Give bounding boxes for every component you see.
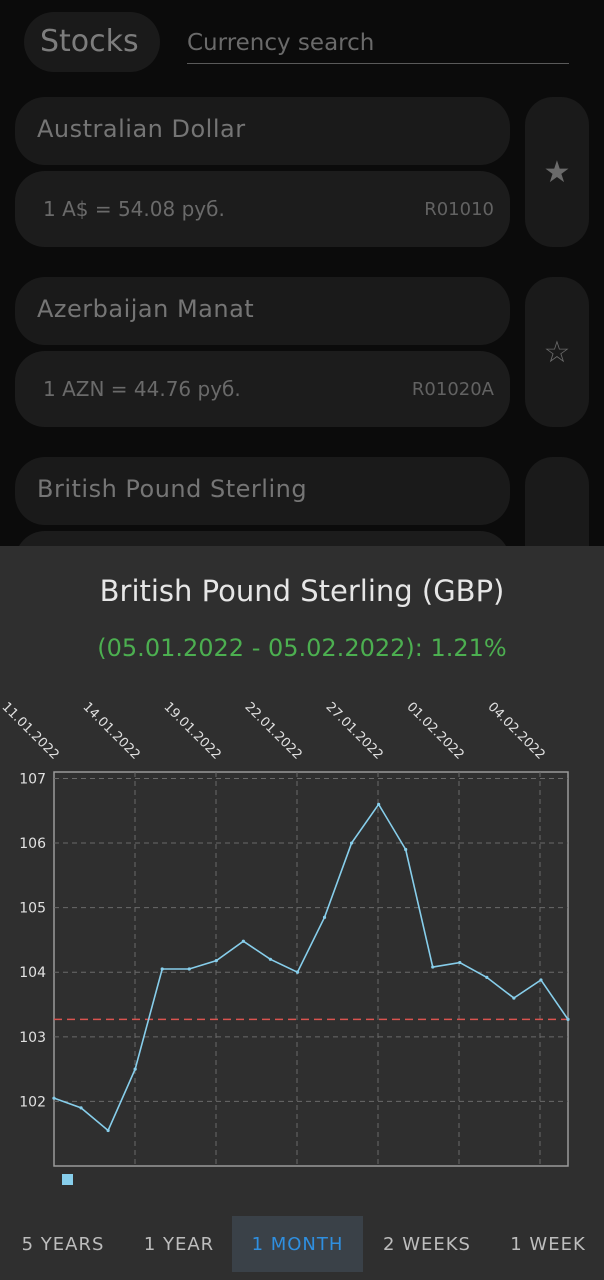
currency-detail-sheet: British Pound Sterling (GBP) (05.01.2022… [0, 546, 604, 1280]
x-tick-label: 04.02.2022 [485, 700, 548, 763]
currency-code: R01010 [424, 199, 494, 220]
period-tab-1-week[interactable]: 1 WEEK [510, 1233, 586, 1255]
data-point [566, 1017, 570, 1021]
data-point [133, 1067, 137, 1071]
period-tab-1-year[interactable]: 1 YEAR [143, 1233, 215, 1255]
x-tick-label: 19.01.2022 [161, 700, 224, 763]
currency-rate: 1 A$ = 54.08 руб. [43, 197, 225, 221]
x-tick-label: 27.01.2022 [323, 700, 386, 763]
stocks-title-pill[interactable]: Stocks [24, 12, 160, 72]
data-point [431, 965, 435, 969]
data-point [485, 975, 489, 979]
period-tab-1-month[interactable]: 1 MONTH [232, 1216, 363, 1272]
data-point [79, 1106, 83, 1110]
currency-name-card[interactable]: British Pound Sterling [15, 457, 510, 525]
data-point [160, 967, 164, 971]
favorite-button[interactable]: ☆ [525, 277, 589, 427]
y-tick-label: 106 [19, 836, 46, 852]
data-point [458, 960, 462, 965]
x-tick-label: 14.01.2022 [80, 700, 143, 763]
y-tick-label: 107 [19, 771, 46, 787]
data-point [377, 802, 381, 806]
x-tick-label: 11.01.2022 [0, 700, 62, 763]
currency-search-input[interactable] [187, 26, 569, 60]
data-point [187, 967, 191, 971]
detail-title: British Pound Sterling (GBP) [99, 574, 505, 608]
currency-name-card[interactable]: Azerbaijan Manat [15, 277, 510, 345]
y-tick-label: 103 [19, 1030, 46, 1046]
data-point [214, 959, 218, 963]
star-outline-icon: ☆ [543, 334, 571, 370]
y-tick-label: 102 [19, 1094, 46, 1110]
y-tick-label: 105 [19, 901, 46, 917]
data-point [268, 957, 273, 961]
currency-name: British Pound Sterling [37, 475, 308, 503]
currency-name: Azerbaijan Manat [37, 295, 255, 323]
rate-chart[interactable]: 107 106 105 104 103 102 11.01.2022 14.01.2022 19… [0, 696, 604, 1196]
period-tab-2-weeks[interactable]: 2 WEEKS [383, 1233, 471, 1255]
data-point [241, 939, 245, 943]
currency-rate-card[interactable]: 1 AZN = 44.76 руб. R01020A [15, 351, 510, 427]
currency-rate-card[interactable]: 1 A$ = 54.08 руб. R01010 [15, 171, 510, 247]
plot-area [53, 771, 569, 1167]
currency-name: Australian Dollar [37, 115, 246, 143]
x-tick-label: 22.01.2022 [242, 700, 305, 763]
data-point [322, 915, 327, 919]
y-tick-label: 104 [19, 965, 46, 981]
detail-change: (05.01.2022 - 05.02.2022): 1.21% [97, 634, 507, 662]
currency-code: R01020A [411, 379, 494, 400]
legend-swatch [62, 1174, 73, 1185]
currency-rate: 1 AZN = 44.76 руб. [43, 377, 241, 401]
data-point [349, 841, 354, 845]
currency-name-card[interactable]: Australian Dollar [15, 97, 510, 165]
data-point [539, 978, 543, 982]
data-point [512, 996, 516, 1000]
period-tab-5-years[interactable]: 5 YEARS [21, 1233, 105, 1255]
series-line [53, 802, 569, 1132]
data-point [404, 847, 408, 852]
x-tick-label: 01.02.2022 [404, 700, 467, 763]
data-point [295, 970, 300, 974]
data-point [52, 1096, 56, 1100]
search-field[interactable] [187, 26, 569, 64]
favorite-button[interactable]: ★ [525, 97, 589, 247]
data-point [106, 1128, 110, 1133]
page-title: Stocks [40, 24, 139, 59]
period-tabs: 5 YEARS 1 YEAR 1 MONTH 2 WEEKS 1 WEEK [0, 1216, 604, 1272]
star-filled-icon: ★ [543, 154, 571, 190]
